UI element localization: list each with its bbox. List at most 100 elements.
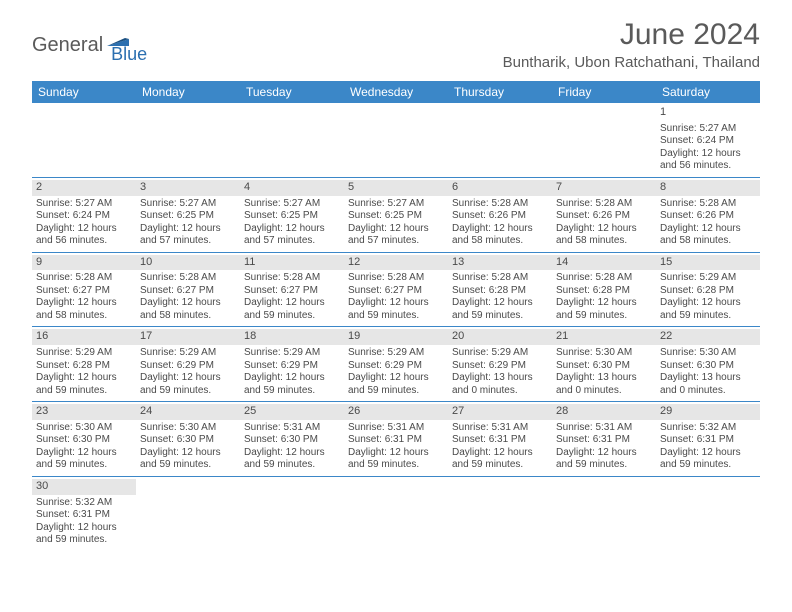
sunrise-text: Sunrise: 5:32 AM	[660, 422, 756, 435]
sunrise-text: Sunrise: 5:28 AM	[452, 198, 548, 211]
day-number: 14	[556, 256, 568, 268]
sunrise-text: Sunrise: 5:28 AM	[556, 272, 652, 285]
day-number-row: 10	[136, 255, 240, 271]
weekday-header: Thursday	[448, 81, 552, 103]
sunrise-text: Sunrise: 5:27 AM	[660, 123, 756, 136]
empty-cell	[240, 103, 344, 177]
sunrise-text: Sunrise: 5:28 AM	[452, 272, 548, 285]
sunset-text: Sunset: 6:28 PM	[452, 285, 548, 298]
day-cell: 24Sunrise: 5:30 AMSunset: 6:30 PMDayligh…	[136, 402, 240, 476]
daylight-text: Daylight: 12 hours and 59 minutes.	[452, 297, 548, 322]
sunset-text: Sunset: 6:30 PM	[660, 360, 756, 373]
page-header: General Blue June 2024 Buntharik, Ubon R…	[0, 0, 792, 75]
day-number-row: 27	[448, 404, 552, 420]
empty-cell	[656, 477, 760, 551]
day-cell: 6Sunrise: 5:28 AMSunset: 6:26 PMDaylight…	[448, 178, 552, 252]
sunset-text: Sunset: 6:25 PM	[140, 210, 236, 223]
day-number: 25	[244, 405, 256, 417]
sunrise-text: Sunrise: 5:32 AM	[36, 497, 132, 510]
sunrise-text: Sunrise: 5:29 AM	[244, 347, 340, 360]
day-number-row: 12	[344, 255, 448, 271]
daylight-text: Daylight: 12 hours and 57 minutes.	[244, 223, 340, 248]
day-cell: 29Sunrise: 5:32 AMSunset: 6:31 PMDayligh…	[656, 402, 760, 476]
day-number: 4	[244, 181, 250, 193]
daylight-text: Daylight: 12 hours and 59 minutes.	[36, 372, 132, 397]
daylight-text: Daylight: 12 hours and 59 minutes.	[660, 447, 756, 472]
empty-cell	[136, 103, 240, 177]
weekday-header: Tuesday	[240, 81, 344, 103]
sunrise-text: Sunrise: 5:28 AM	[660, 198, 756, 211]
day-number: 24	[140, 405, 152, 417]
day-cell: 21Sunrise: 5:30 AMSunset: 6:30 PMDayligh…	[552, 327, 656, 401]
sunset-text: Sunset: 6:29 PM	[140, 360, 236, 373]
sunset-text: Sunset: 6:30 PM	[244, 434, 340, 447]
sunset-text: Sunset: 6:31 PM	[348, 434, 444, 447]
empty-cell	[344, 103, 448, 177]
sunset-text: Sunset: 6:27 PM	[140, 285, 236, 298]
day-number: 19	[348, 330, 360, 342]
day-cell: 16Sunrise: 5:29 AMSunset: 6:28 PMDayligh…	[32, 327, 136, 401]
day-number: 20	[452, 330, 464, 342]
day-number-row: 1	[656, 105, 760, 121]
sunset-text: Sunset: 6:30 PM	[556, 360, 652, 373]
daylight-text: Daylight: 12 hours and 59 minutes.	[244, 372, 340, 397]
empty-cell	[552, 477, 656, 551]
daylight-text: Daylight: 12 hours and 59 minutes.	[140, 372, 236, 397]
sunrise-text: Sunrise: 5:30 AM	[660, 347, 756, 360]
day-number: 21	[556, 330, 568, 342]
day-number: 17	[140, 330, 152, 342]
day-number-row: 28	[552, 404, 656, 420]
day-cell: 11Sunrise: 5:28 AMSunset: 6:27 PMDayligh…	[240, 253, 344, 327]
empty-cell	[344, 477, 448, 551]
sunrise-text: Sunrise: 5:28 AM	[348, 272, 444, 285]
day-cell: 1Sunrise: 5:27 AMSunset: 6:24 PMDaylight…	[656, 103, 760, 177]
sunset-text: Sunset: 6:29 PM	[244, 360, 340, 373]
daylight-text: Daylight: 12 hours and 59 minutes.	[36, 522, 132, 547]
day-number: 5	[348, 181, 354, 193]
day-number: 26	[348, 405, 360, 417]
day-number: 23	[36, 405, 48, 417]
day-number-row: 23	[32, 404, 136, 420]
sunset-text: Sunset: 6:29 PM	[452, 360, 548, 373]
daylight-text: Daylight: 12 hours and 58 minutes.	[556, 223, 652, 248]
day-number-row: 3	[136, 180, 240, 196]
daylight-text: Daylight: 12 hours and 59 minutes.	[348, 447, 444, 472]
day-number: 30	[36, 480, 48, 492]
day-number: 29	[660, 405, 672, 417]
day-number: 12	[348, 256, 360, 268]
brand-part1: General	[32, 34, 103, 57]
empty-cell	[136, 477, 240, 551]
sunset-text: Sunset: 6:25 PM	[244, 210, 340, 223]
sunrise-text: Sunrise: 5:31 AM	[244, 422, 340, 435]
day-number-row: 22	[656, 329, 760, 345]
daylight-text: Daylight: 12 hours and 59 minutes.	[452, 447, 548, 472]
daylight-text: Daylight: 12 hours and 59 minutes.	[36, 447, 132, 472]
sunrise-text: Sunrise: 5:27 AM	[244, 198, 340, 211]
title-area: June 2024 Buntharik, Ubon Ratchathani, T…	[503, 18, 760, 71]
day-cell: 18Sunrise: 5:29 AMSunset: 6:29 PMDayligh…	[240, 327, 344, 401]
day-cell: 3 Sunrise: 5:27 AMSunset: 6:25 PMDaylight…	[136, 178, 240, 252]
day-number: 1	[660, 106, 666, 118]
sunset-text: Sunset: 6:30 PM	[36, 434, 132, 447]
sunrise-text: Sunrise: 5:31 AM	[452, 422, 548, 435]
daylight-text: Daylight: 12 hours and 59 minutes.	[556, 297, 652, 322]
day-number-row: 5	[344, 180, 448, 196]
sunset-text: Sunset: 6:28 PM	[36, 360, 132, 373]
sunset-text: Sunset: 6:25 PM	[348, 210, 444, 223]
sunrise-text: Sunrise: 5:27 AM	[140, 198, 236, 211]
week-row: 2Sunrise: 5:27 AMSunset: 6:24 PMDaylight…	[32, 178, 760, 253]
day-number: 8	[660, 181, 666, 193]
empty-cell	[448, 103, 552, 177]
sunset-text: Sunset: 6:27 PM	[348, 285, 444, 298]
sunrise-text: Sunrise: 5:27 AM	[36, 198, 132, 211]
day-number: 10	[140, 256, 152, 268]
sunrise-text: Sunrise: 5:30 AM	[36, 422, 132, 435]
daylight-text: Daylight: 12 hours and 58 minutes.	[140, 297, 236, 322]
daylight-text: Daylight: 12 hours and 57 minutes.	[140, 223, 236, 248]
sunrise-text: Sunrise: 5:31 AM	[556, 422, 652, 435]
weekday-header: Monday	[136, 81, 240, 103]
day-number-row: 24	[136, 404, 240, 420]
empty-cell	[448, 477, 552, 551]
daylight-text: Daylight: 12 hours and 59 minutes.	[348, 372, 444, 397]
day-cell: 9Sunrise: 5:28 AMSunset: 6:27 PMDaylight…	[32, 253, 136, 327]
